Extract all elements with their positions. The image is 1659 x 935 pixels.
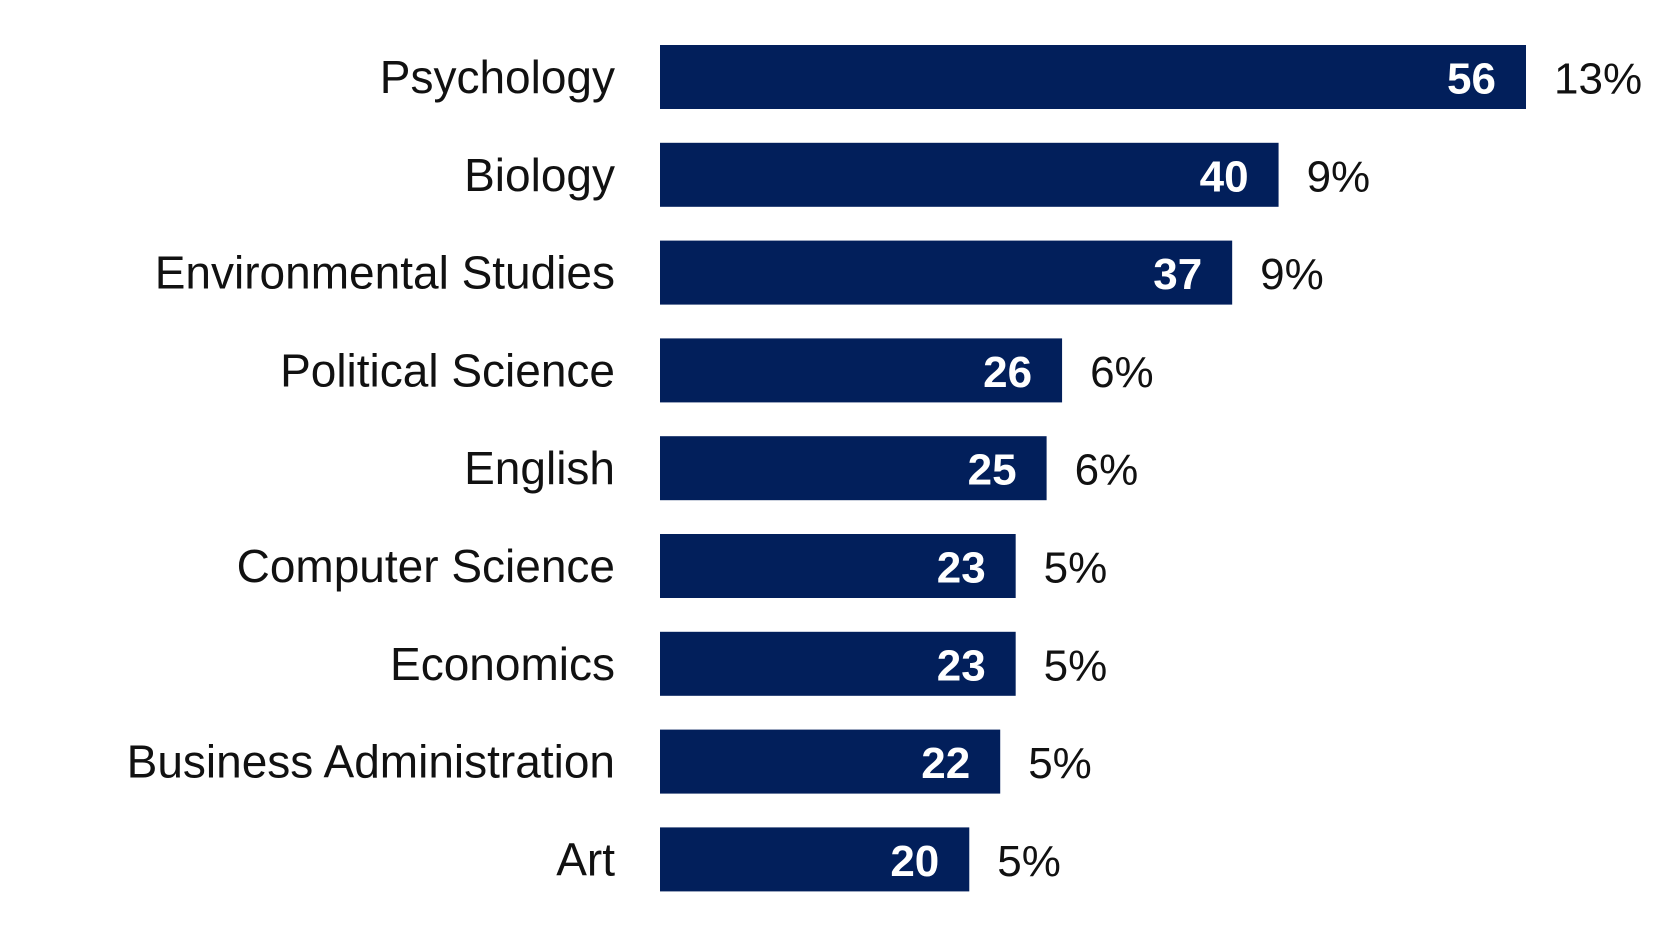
bar	[660, 436, 1047, 501]
percent-label: 13%	[1554, 55, 1642, 104]
bar-row: Art 20 5%	[556, 827, 1061, 892]
value-label: 40	[1200, 152, 1249, 201]
bar	[660, 631, 1016, 696]
category-label: Environmental Studies	[155, 247, 615, 299]
bar	[660, 338, 1063, 403]
value-label: 23	[937, 641, 986, 690]
bar-row: Business Administration 22 5%	[127, 729, 1092, 794]
bar-row: English 25 6%	[464, 436, 1139, 501]
bar	[660, 827, 970, 892]
value-label: 20	[890, 837, 939, 886]
category-label: Psychology	[380, 51, 615, 103]
bar	[660, 729, 1001, 794]
category-label: Business Administration	[127, 736, 615, 788]
percent-label: 5%	[1028, 739, 1092, 788]
bar-row: Economics 23 5%	[390, 631, 1108, 696]
category-label: Political Science	[280, 344, 615, 396]
percent-label: 5%	[997, 837, 1061, 886]
percent-label: 9%	[1307, 152, 1371, 201]
bar	[660, 534, 1016, 598]
value-label: 23	[937, 544, 986, 593]
value-label: 56	[1447, 55, 1496, 104]
percent-label: 6%	[1090, 348, 1154, 397]
bar	[660, 142, 1279, 207]
category-label: English	[464, 442, 615, 494]
value-label: 26	[983, 348, 1032, 397]
bar	[660, 240, 1233, 305]
value-label: 25	[968, 446, 1017, 495]
category-label: Computer Science	[237, 540, 615, 592]
value-label: 22	[921, 739, 970, 788]
percent-label: 5%	[1044, 544, 1108, 593]
bar-row: Computer Science 23 5%	[237, 534, 1108, 598]
bar-row: Biology 40 9%	[464, 142, 1371, 207]
category-label: Art	[556, 833, 615, 885]
category-label: Economics	[390, 638, 615, 690]
category-label: Biology	[464, 149, 615, 201]
percent-label: 5%	[1044, 641, 1108, 690]
bar-row: Environmental Studies 37 9%	[155, 240, 1324, 305]
bar-row: Psychology 56 13%	[380, 45, 1642, 109]
percent-label: 9%	[1260, 250, 1324, 299]
value-label: 37	[1153, 250, 1202, 299]
bar-row: Political Science 26 6%	[280, 338, 1154, 403]
percent-label: 6%	[1075, 446, 1139, 495]
bar	[660, 45, 1526, 109]
